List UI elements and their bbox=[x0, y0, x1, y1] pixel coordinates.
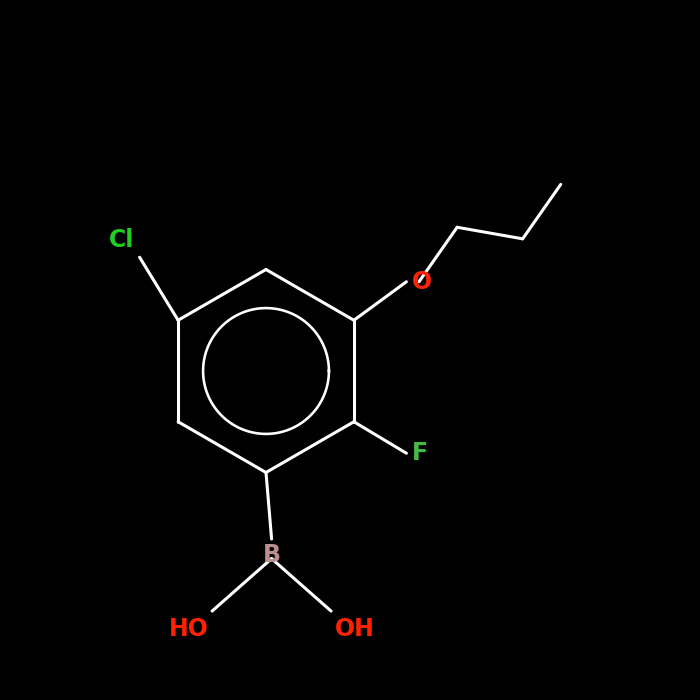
Text: HO: HO bbox=[169, 617, 209, 641]
Text: OH: OH bbox=[335, 617, 374, 641]
Text: O: O bbox=[412, 270, 432, 294]
Text: Cl: Cl bbox=[108, 228, 134, 252]
Text: B: B bbox=[262, 543, 281, 567]
Text: F: F bbox=[412, 441, 428, 466]
